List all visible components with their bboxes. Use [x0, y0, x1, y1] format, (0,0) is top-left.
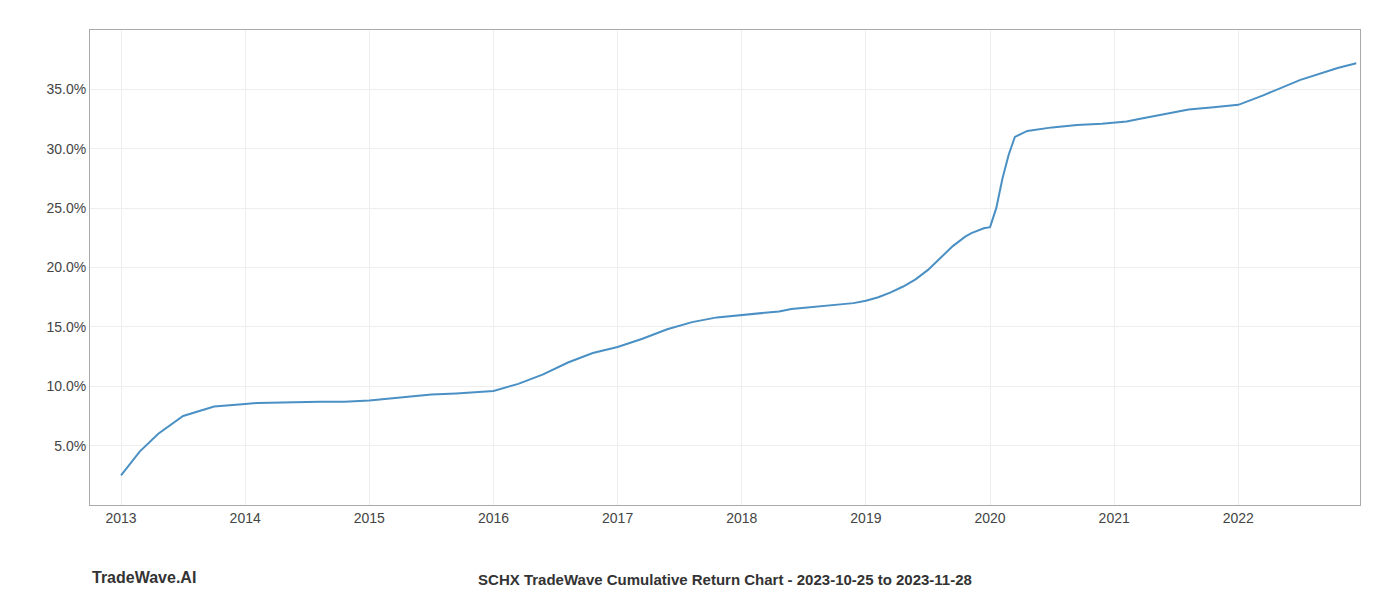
- svg-text:10.0%: 10.0%: [46, 378, 86, 394]
- svg-text:2014: 2014: [230, 510, 261, 526]
- svg-text:2013: 2013: [105, 510, 136, 526]
- svg-text:35.0%: 35.0%: [46, 81, 86, 97]
- svg-text:2017: 2017: [602, 510, 633, 526]
- svg-text:2021: 2021: [1099, 510, 1130, 526]
- svg-text:5.0%: 5.0%: [54, 438, 86, 454]
- svg-text:SCHX TradeWave Cumulative Retu: SCHX TradeWave Cumulative Return Chart -…: [478, 571, 972, 588]
- svg-text:2016: 2016: [478, 510, 509, 526]
- svg-text:2022: 2022: [1223, 510, 1254, 526]
- svg-text:TradeWave.AI: TradeWave.AI: [92, 569, 196, 586]
- svg-text:2018: 2018: [726, 510, 757, 526]
- svg-text:2019: 2019: [850, 510, 881, 526]
- svg-text:15.0%: 15.0%: [46, 319, 86, 335]
- svg-text:25.0%: 25.0%: [46, 200, 86, 216]
- svg-text:30.0%: 30.0%: [46, 141, 86, 157]
- svg-text:2015: 2015: [354, 510, 385, 526]
- svg-text:2020: 2020: [974, 510, 1005, 526]
- svg-text:20.0%: 20.0%: [46, 259, 86, 275]
